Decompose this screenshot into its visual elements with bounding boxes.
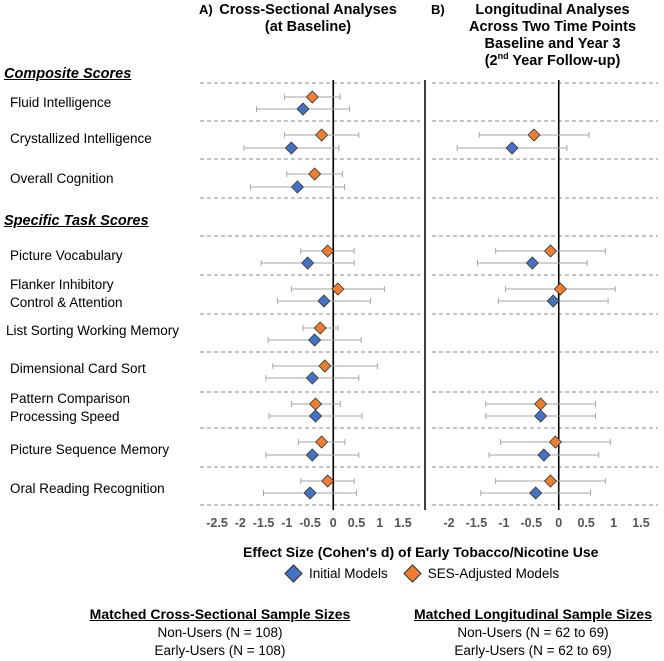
panel-b-ses-point-4 (553, 282, 567, 296)
row-label-picture-vocabulary: Picture Vocabulary (10, 248, 123, 263)
panel-b-initial-point-9 (529, 486, 543, 500)
panel-a-x-tick-2: -1.5 (252, 516, 275, 530)
panel-b-x-tick-5: 0 (555, 516, 563, 530)
panel-b-x-tick-6: 0.5 (577, 516, 595, 530)
section-specific-task-scores: Specific Task Scores (4, 213, 149, 229)
panel-b-initial-point-3 (525, 256, 539, 270)
row-label-pattern-comparison: Pattern Comparison Processing Speed (10, 390, 130, 426)
panel-a-x-tick-7: 1 (376, 516, 384, 530)
panel-a-initial-point-9 (303, 486, 317, 500)
row-label-flanker-line-2: Control & Attention (10, 295, 123, 310)
panel-b-x-tick-3: -1 (498, 516, 510, 530)
panel-a-x-tick-5: 0 (329, 516, 337, 530)
panel-a-initial-point-2 (290, 180, 305, 194)
row-label-pattern-comparison-line-2: Processing Speed (10, 409, 120, 424)
legend-initial-label: Initial Models (309, 566, 388, 581)
panel-b-x-tick-2: -1.5 (465, 516, 488, 530)
row-label-oral-reading: Oral Reading Recognition (10, 481, 165, 496)
longitudinal-sample-title: Matched Longitudinal Sample Sizes (413, 606, 653, 622)
panel-b-title-line-4-sup: nd (497, 51, 509, 62)
legend-ses-label: SES-Adjusted Models (427, 566, 560, 581)
panel-a-initial-point-5 (308, 333, 322, 347)
section-composite-scores: Composite Scores (4, 66, 132, 82)
panel-b-title: Longitudinal Analyses Across Two Time Po… (450, 2, 655, 70)
panel-b-initial-point-7 (534, 409, 548, 423)
panel-a-title-line-1: Cross-Sectional Analyses (219, 2, 397, 18)
panel-a-x-tick-0: -2.5 (206, 516, 228, 530)
panel-b-x-tick-4: -0.5 (520, 516, 543, 530)
panel-b-title-line-3: Baseline and Year 3 (484, 36, 621, 52)
panel-b-x-tick-1: -2 (443, 516, 455, 530)
panel-a-title: Cross-Sectional Analyses (at Baseline) (214, 2, 402, 36)
panel-a-tag: A) (199, 2, 213, 17)
panel-a-initial-point-7 (309, 409, 323, 423)
panel-a-x-tick-3: -1 (281, 516, 293, 530)
panel-b-initial-point-1 (505, 141, 519, 155)
panel-a-ses-point-0 (305, 90, 319, 104)
panel-a-ses-point-8 (315, 435, 329, 449)
row-label-dimensional-card-sort: Dimensional Card Sort (10, 361, 146, 376)
legend-initial-marker (284, 564, 303, 583)
panel-a-ses-point-7 (309, 397, 323, 411)
panel-b-ses-point-9 (543, 474, 558, 488)
panel-a-ses-point-3 (321, 244, 335, 258)
panel-b-initial-point-4 (546, 294, 560, 308)
panel-b-ses-point-7 (534, 397, 548, 411)
panel-a-initial-point-1 (284, 141, 298, 155)
panel-a-x-tick-1: -2 (234, 516, 246, 530)
panel-a-initial-point-3 (301, 256, 315, 270)
legend-ses-marker (403, 564, 422, 583)
row-label-list-sorting: List Sorting Working Memory (6, 323, 180, 338)
panel-a-ses-point-4 (331, 282, 345, 296)
panel-a-initial-point-8 (305, 448, 319, 462)
row-label-overall-cognition: Overall Cognition (10, 171, 114, 186)
panel-b-title-line-2: Across Two Time Points (468, 19, 637, 35)
panel-a-title-line-2: (at Baseline) (264, 19, 352, 35)
row-label-crystallized-intelligence: Crystallized Intelligence (10, 131, 152, 146)
row-label-pattern-comparison-line-1: Pattern Comparison (10, 391, 131, 406)
cross-sectional-sample-title: Matched Cross-Sectional Sample Sizes (89, 606, 351, 622)
x-axis-label: Effect Size (Cohen's d) of Early Tobacco… (243, 544, 599, 560)
longitudinal-non-users: Non-Users (N = 62 to 69) (457, 625, 609, 640)
panel-b-title-line-4-post: Year Follow-up) (508, 53, 621, 69)
panel-b-ses-point-8 (548, 435, 562, 449)
panel-b-title-line-4: (2nd Year Follow-up) (450, 51, 655, 70)
row-label-flanker-line-1: Flanker Inhibitory (10, 277, 114, 292)
panel-b-tag: B) (431, 2, 445, 17)
panel-a-x-tick-8: 1.5 (394, 516, 412, 530)
panel-b-title-line-4-pre: (2 (484, 53, 498, 69)
legend: Initial Models SES-Adjusted Models (283, 564, 560, 583)
panel-b-x-tick-7: 1 (610, 516, 618, 530)
panel-a-x-tick-6: 0.5 (347, 516, 366, 530)
panel-a-x-tick-4: -0.5 (299, 516, 321, 530)
panel-b-ses-point-1 (527, 128, 541, 142)
row-label-flanker: Flanker Inhibitory Control & Attention (10, 276, 123, 312)
panel-a-initial-point-6 (305, 371, 319, 385)
panel-a-initial-point-4 (317, 294, 331, 308)
panel-a-ses-point-2 (308, 167, 322, 181)
panel-a-ses-point-6 (318, 359, 332, 373)
panel-a-ses-point-5 (313, 321, 327, 335)
longitudinal-early-users: Early-Users (N = 62 to 69) (454, 643, 612, 658)
cross-sectional-early-users: Early-Users (N = 108) (154, 643, 286, 658)
panel-b-ses-point-3 (543, 244, 558, 258)
row-label-picture-sequence-memory: Picture Sequence Memory (10, 442, 170, 457)
row-label-fluid-intelligence: Fluid Intelligence (10, 95, 112, 110)
cross-sectional-non-users: Non-Users (N = 108) (157, 625, 283, 640)
panel-b-initial-point-8 (537, 448, 551, 462)
panel-a-initial-point-0 (296, 102, 310, 116)
panel-a-ses-point-1 (315, 128, 329, 142)
panel-b-title-line-1: Longitudinal Analyses (475, 2, 630, 18)
panel-b-x-tick-8: 1.5 (632, 516, 650, 530)
panel-a-ses-point-9 (321, 474, 335, 488)
